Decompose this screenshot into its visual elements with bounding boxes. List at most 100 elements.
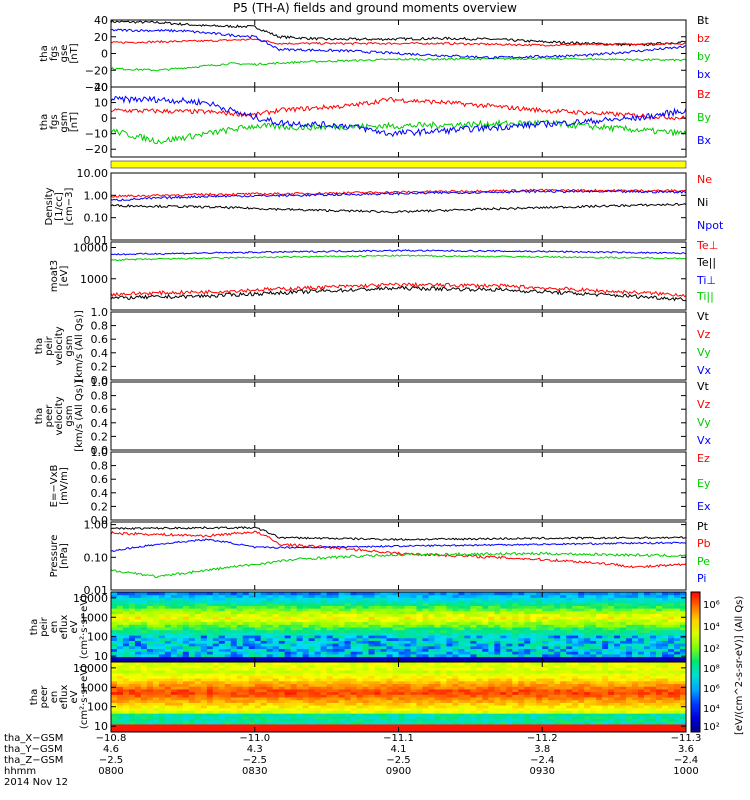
spectrogram-cell [482, 653, 489, 658]
spectrogram-cell [314, 632, 322, 636]
spectrogram-cell [626, 629, 633, 633]
spectrogram-cell [158, 667, 166, 671]
spectrogram-cell [338, 632, 346, 636]
spectrogram-cell [512, 597, 519, 601]
spectrogram-cell [434, 651, 441, 655]
spectrogram-cell [158, 637, 166, 641]
spectrogram-cell [524, 600, 531, 604]
spectrogram-cell [620, 637, 627, 641]
spectrogram-cell [188, 713, 196, 717]
spectrogram-cell [218, 697, 226, 701]
spectrogram-cell [314, 621, 322, 625]
spectrogram-cell [650, 610, 657, 615]
spectrogram-cell [116, 723, 124, 728]
spectrogram-cell [548, 683, 555, 687]
spectrogram-cell [314, 608, 322, 612]
spectrogram-cell [512, 713, 519, 717]
spectrogram-cell [488, 678, 495, 682]
spectrogram-cell [188, 710, 196, 714]
spectrogram-cell [176, 616, 184, 620]
spectrogram-cell [404, 645, 411, 650]
spectrogram-cell [422, 667, 429, 671]
spectrogram-cell [302, 610, 310, 615]
spectrogram-cell [194, 600, 202, 604]
spectrogram-cell [182, 683, 190, 687]
spectrogram-cell [542, 702, 549, 706]
spectrogram-cell [476, 723, 483, 728]
y-axis-label: fgs [49, 114, 60, 129]
spectrogram-cell [458, 616, 465, 620]
spectrogram-cell [374, 637, 382, 641]
spectrogram-cell [452, 621, 459, 625]
spectrogram-cell [314, 659, 322, 663]
spectrogram-cell [134, 707, 142, 711]
spectrogram-cell [566, 710, 573, 714]
spectrogram-cell [170, 618, 178, 623]
spectrogram-cell [200, 686, 208, 690]
spectrogram-cell [602, 718, 609, 722]
spectrogram-cell [332, 707, 340, 711]
spectrogram-cell [200, 592, 208, 596]
spectrogram-cell [134, 632, 142, 636]
spectrogram-cell [392, 726, 399, 730]
spectrogram-cell [338, 672, 346, 676]
spectrogram-cell [644, 629, 651, 633]
spectrogram-cell [362, 715, 370, 720]
legend-entry: Vx [697, 434, 712, 447]
spectrogram-cell [332, 702, 340, 706]
spectrogram-cell [218, 656, 226, 660]
spectrogram-cell [248, 662, 256, 666]
spectrogram-cell [242, 621, 250, 625]
spectrogram-cell [410, 686, 417, 690]
spectrogram-cell [404, 616, 411, 620]
spectrogram-cell [602, 715, 609, 720]
spectrogram-cell [332, 670, 340, 674]
spectrogram-cell [320, 608, 328, 612]
spectrogram-cell [122, 680, 130, 685]
spectrogram-cell [668, 613, 675, 617]
spectrogram-cell [572, 697, 579, 701]
spectrogram-cell [476, 678, 483, 682]
spectrogram-cell [164, 627, 172, 631]
spectrogram-cell [356, 624, 364, 628]
spectrogram-cell [500, 640, 507, 644]
spectrogram-cell [392, 678, 399, 682]
spectrogram-cell [398, 637, 405, 641]
spectrogram-cell [572, 618, 579, 623]
spectrogram-cell [362, 592, 370, 596]
spectrogram-cell [200, 594, 208, 598]
spectrogram-cell [152, 702, 160, 706]
spectrogram-cell [158, 718, 166, 722]
spectrogram-cell [344, 653, 352, 658]
spectrogram-cell [320, 713, 328, 717]
spectrogram-cell [290, 624, 298, 628]
spectrogram-cell [224, 645, 232, 650]
spectrogram-cell [206, 645, 214, 650]
spectrogram-cell [536, 686, 543, 690]
spectrogram-cell [350, 678, 358, 682]
spectrogram-cell [488, 648, 495, 652]
spectrogram-cell [326, 697, 334, 701]
spectrogram-cell [680, 594, 687, 598]
spectrogram-cell [512, 643, 519, 647]
spectrogram-cell [248, 705, 256, 709]
spectrogram-cell [290, 651, 298, 655]
spectrogram-cell [590, 592, 597, 596]
spectrogram-cell [530, 672, 537, 676]
spectrogram-cell [230, 610, 238, 615]
spectrogram-cell [590, 632, 597, 636]
spectrogram-cell [590, 691, 597, 695]
spectrogram-cell [236, 613, 244, 617]
spectrogram-cell [386, 686, 394, 690]
spectrogram-cell [566, 629, 573, 633]
spectrogram-cell [404, 627, 411, 631]
spectrogram-cell [194, 686, 202, 690]
spectrogram-cell [224, 683, 232, 687]
spectrogram-cell [344, 594, 352, 598]
spectrogram-cell [206, 613, 214, 617]
series-line [110, 28, 687, 60]
spectrogram-cell [308, 651, 316, 655]
spectrogram-cell [590, 721, 597, 725]
spectrogram-cell [278, 680, 286, 685]
spectrogram-cell [206, 651, 214, 655]
